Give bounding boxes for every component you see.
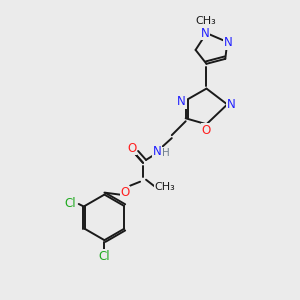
Text: Cl: Cl — [99, 250, 110, 262]
Text: Cl: Cl — [64, 197, 76, 211]
Text: N: N — [224, 37, 233, 50]
Text: H: H — [162, 148, 170, 158]
Text: N: N — [153, 146, 161, 158]
Text: CH₃: CH₃ — [154, 182, 175, 192]
Text: N: N — [227, 98, 236, 111]
Text: O: O — [202, 124, 211, 137]
Text: N: N — [177, 95, 186, 108]
Text: CH₃: CH₃ — [195, 16, 216, 26]
Text: N: N — [201, 27, 210, 40]
Text: O: O — [121, 186, 130, 199]
Text: O: O — [128, 142, 137, 154]
